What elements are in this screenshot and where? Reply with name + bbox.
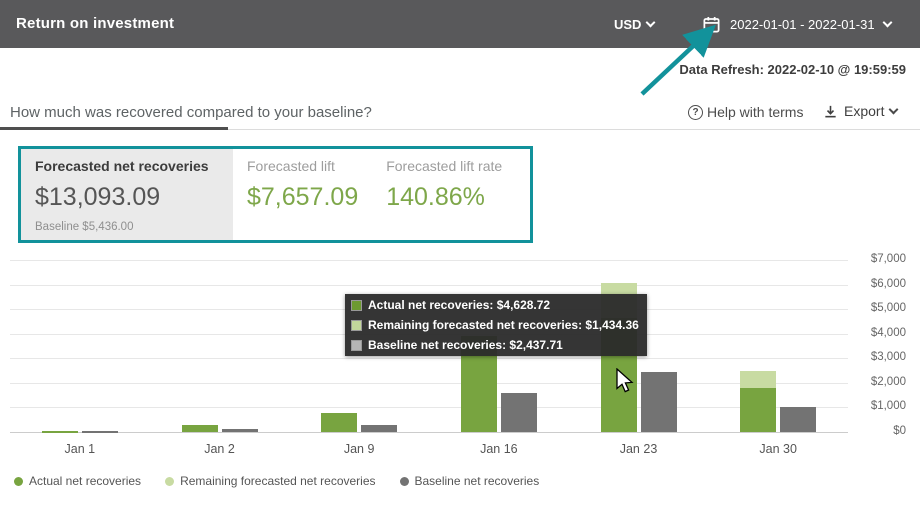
bar-baseline-jan-16[interactable] — [500, 392, 537, 432]
gridline-6000 — [10, 284, 848, 286]
y-axis-label: $3,000 — [870, 351, 906, 364]
x-axis-label-jan-23: Jan 23 — [619, 442, 658, 456]
legend-item-remaining-forecasted-net-recoveries[interactable]: Remaining forecasted net recoveries — [165, 474, 376, 488]
kpi-subtitle: Baseline $5,436.00 — [35, 221, 134, 233]
download-icon — [823, 104, 838, 119]
legend-dot — [399, 476, 409, 486]
tooltip-row-actual-net-recoveries: Actual net recoveries: $4,628.72 — [345, 295, 647, 315]
tooltip-swatch — [351, 319, 362, 331]
currency-value: USD — [614, 16, 642, 32]
kpi-value: $7,657.09 — [247, 183, 359, 211]
currency-dropdown[interactable]: USD — [614, 0, 656, 48]
export-label: Export — [844, 103, 885, 119]
gridline-7000 — [10, 260, 848, 261]
gridline-3000 — [10, 358, 848, 360]
bar-actual-jan-1[interactable] — [41, 430, 78, 433]
kpi-title: Forecasted lift rate — [386, 158, 503, 174]
date-range-value: 2022-01-01 - 2022-01-31 — [730, 16, 875, 32]
legend-item-actual-net-recoveries[interactable]: Actual net recoveries — [14, 474, 141, 488]
y-axis-label: $7,000 — [870, 253, 906, 265]
calendar-icon — [702, 15, 721, 34]
y-axis-label: $4,000 — [870, 326, 906, 339]
legend-label: Remaining forecasted net recoveries — [180, 474, 376, 488]
y-axis-label: $0 — [893, 425, 906, 437]
tab-divider — [0, 129, 920, 130]
y-axis-label: $5,000 — [870, 302, 906, 315]
tooltip-swatch — [351, 299, 362, 311]
legend-label: Actual net recoveries — [29, 474, 142, 488]
kpi-panel: Forecasted net recoveries $13,093.09 Basel… — [18, 146, 533, 243]
x-axis-label-jan-16: Jan 16 — [480, 442, 518, 456]
bar-actual-jan-2[interactable] — [181, 424, 218, 432]
kpi-title: Forecasted lift — [247, 158, 335, 174]
bar-baseline-jan-2[interactable] — [221, 429, 258, 432]
y-axis-label: $1,000 — [870, 400, 906, 413]
x-axis-label-jan-2: Jan 2 — [204, 442, 235, 456]
gridline-1000 — [10, 407, 848, 409]
legend-label: Baseline net recoveries — [414, 474, 540, 488]
bar-actual-jan-9[interactable] — [321, 413, 358, 432]
kpi-card-forecasted-lift-rate[interactable]: Forecasted lift rate 140.86% — [372, 149, 516, 240]
legend-dot — [14, 476, 23, 486]
bar-baseline-jan-30[interactable] — [780, 407, 817, 432]
bar-actual-jan-30[interactable] — [740, 387, 777, 432]
tooltip-swatch — [351, 339, 362, 351]
help-label: Help with terms — [707, 104, 804, 120]
x-axis-label-jan-1: Jan 1 — [64, 442, 96, 456]
chart-tooltip: Actual net recoveries: $4,628.72 Remainin… — [345, 294, 647, 356]
chevron-down-icon — [882, 17, 893, 27]
question-circle-icon: ? — [688, 104, 703, 120]
x-axis-label-jan-30: Jan 30 — [759, 442, 797, 456]
tooltip-row-baseline-net-recoveries: Baseline net recoveries: $2,437.71 — [345, 335, 647, 355]
legend-item-baseline-net-recoveries[interactable]: Baseline net recoveries — [399, 474, 540, 488]
kpi-card-forecasted-lift[interactable]: Forecasted lift $7,657.09 — [233, 149, 372, 240]
bar-remaining-jan-30[interactable] — [740, 370, 777, 388]
export-button[interactable]: Export — [823, 103, 899, 119]
y-axis-label: $2,000 — [870, 375, 906, 388]
legend-dot — [165, 476, 175, 486]
x-axis-label-jan-9: Jan 9 — [343, 442, 375, 456]
gridline-2000 — [10, 382, 848, 384]
date-range-picker[interactable]: 2022-01-01 - 2022-01-31 — [702, 0, 893, 48]
bar-baseline-jan-9[interactable] — [361, 424, 398, 432]
header-bar: Return on investment USD 2022-01-01 - 20… — [0, 0, 920, 48]
bar-baseline-jan-23[interactable] — [640, 372, 677, 432]
active-tab-indicator — [0, 127, 228, 130]
tab-recovered-vs-baseline[interactable]: How much was recovered compared to your … — [10, 104, 372, 121]
gridline-0 — [10, 432, 848, 433]
kpi-card-forecasted-net-recoveries[interactable]: Forecasted net recoveries $13,093.09 Basel… — [21, 149, 233, 240]
chart-legend: Actual net recoveries Remaining forecaste… — [14, 474, 539, 488]
help-with-terms-button[interactable]: ? Help with terms — [688, 104, 803, 120]
tooltip-text: Remaining forecasted net recoveries: $1,… — [368, 318, 639, 332]
bar-baseline-jan-1[interactable] — [81, 431, 118, 434]
data-refresh-label: Data Refresh: 2022-02-10 @ 19:59:59 — [679, 62, 906, 77]
y-axis-label: $6,000 — [870, 277, 906, 290]
chevron-down-icon — [646, 17, 656, 27]
kpi-title: Forecasted net recoveries — [35, 158, 209, 174]
tooltip-text: Baseline net recoveries: $2,437.71 — [368, 338, 563, 352]
tooltip-text: Actual net recoveries: $4,628.72 — [368, 298, 551, 312]
page-title: Return on investment — [16, 15, 175, 32]
kpi-value: $13,093.09 — [35, 183, 161, 211]
tooltip-row-remaining-forecasted-net-recoveries: Remaining forecasted net recoveries: $1,… — [345, 315, 647, 335]
kpi-value: 140.86% — [386, 183, 485, 211]
